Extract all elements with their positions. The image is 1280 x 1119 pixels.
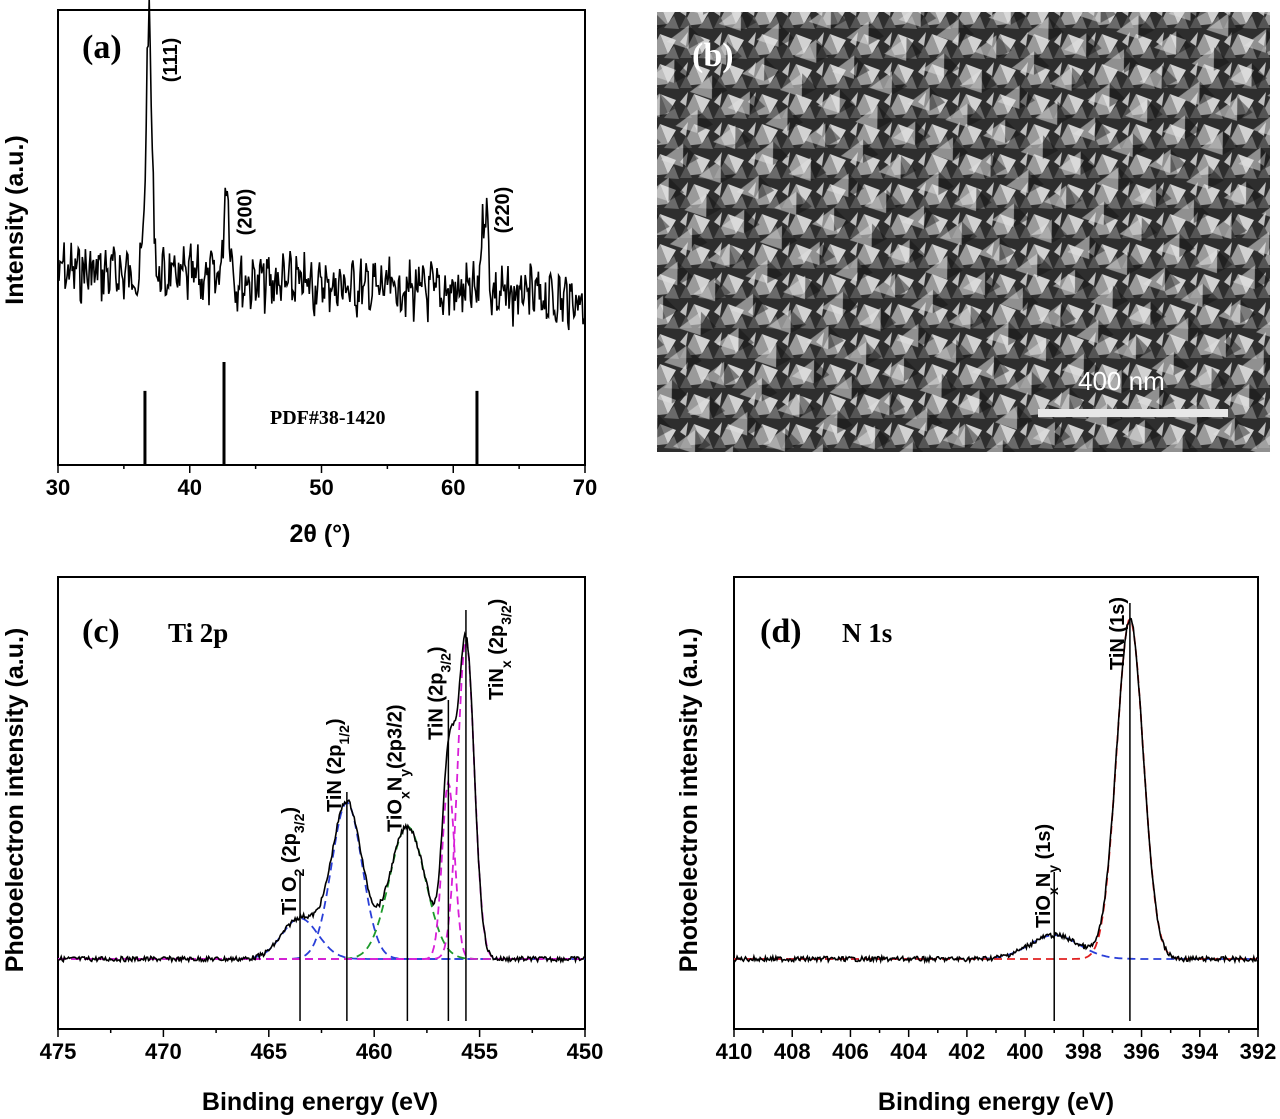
panel-c-peak-markers: Ti O2 (2p3/2) TiN (2p1/2) TiOxNy(2p3/2) TiN…: [279, 599, 514, 1021]
peak-component-label: TiN (1s): [1107, 597, 1129, 670]
panel-d-spectrum-trace: [733, 617, 1259, 965]
panel-c-label: (c): [82, 613, 120, 650]
panel-d-x-ticks: 410 408 406 404 402 400 398 396 394 392: [716, 1029, 1277, 1064]
panel-d-label: (d): [760, 613, 802, 650]
fit-curve: [58, 779, 585, 960]
panel-b-label: (b): [692, 37, 734, 74]
panel-d-fit-curves: [734, 617, 1258, 960]
panel-b-sem-image: (b) 400 nm: [657, 12, 1270, 452]
d-x-tick-label: 408: [774, 1039, 811, 1064]
panel-a-x-axis-title: 2θ (°): [289, 520, 350, 548]
peak-label: (220): [492, 187, 514, 234]
c-x-tick-label: 475: [40, 1039, 77, 1064]
d-x-tick-label: 404: [890, 1039, 927, 1064]
a-x-tick-label: 50: [309, 475, 333, 500]
a-x-tick-label: 40: [178, 475, 202, 500]
peak-component-label: TiN (2p1/2): [324, 718, 352, 812]
d-x-tick-label: 402: [949, 1039, 986, 1064]
panel-d-frame: [733, 576, 1259, 1030]
panel-a-reference-label: PDF#38-1420: [270, 407, 386, 429]
d-x-tick-label: 394: [1181, 1039, 1218, 1064]
panel-d-y-axis-title: Photoelectron intensity (a.u.): [675, 628, 703, 972]
peak-label: (200): [235, 189, 257, 236]
peak-component-label: TiOxNy(2p3/2): [384, 705, 412, 832]
panel-d-subtitle: N 1s: [842, 618, 892, 648]
panel-c-x-axis-title: Binding energy (eV): [202, 1088, 438, 1116]
fit-curve: [58, 917, 585, 960]
a-x-tick-label: 60: [441, 475, 465, 500]
panel-a-label: (a): [82, 29, 122, 66]
fit-curve: [734, 617, 1258, 960]
panel-d-x-axis-title: Binding energy (eV): [878, 1088, 1114, 1116]
d-x-tick-label: 398: [1065, 1039, 1102, 1064]
panel-a-x-ticks: 30 40 50 60 70: [46, 465, 597, 500]
a-x-tick-label: 30: [46, 475, 70, 500]
fit-curve: [58, 801, 585, 960]
d-x-tick-label: 410: [716, 1039, 753, 1064]
scale-bar-text: 400 nm: [1078, 366, 1165, 396]
panel-d-peak-markers: TiOxNy (1s) TiN (1s): [1033, 597, 1131, 1021]
panel-a-peak-labels: (111) (200) (220): [160, 38, 514, 236]
peak-component-label: TiOxNy (1s): [1033, 824, 1061, 928]
c-x-tick-label: 455: [461, 1039, 498, 1064]
panel-a-frame: [57, 9, 586, 466]
d-x-tick-label: 392: [1240, 1039, 1277, 1064]
a-x-tick-label: 70: [573, 475, 597, 500]
panel-a-xrd: 30 40 50 60 70 (111) (200) (220) (a) PDF#38-14…: [1, 0, 597, 548]
panel-a-reference-bars: [143, 362, 479, 465]
panel-c-spectrum-trace: [57, 631, 586, 965]
scale-bar: [1038, 409, 1228, 417]
d-x-tick-label: 406: [832, 1039, 869, 1064]
c-x-tick-label: 465: [250, 1039, 287, 1064]
sem-texture-overlay: [657, 12, 1270, 452]
panel-a-y-axis-title: Intensity (a.u.): [1, 135, 29, 304]
panel-c-y-axis-title: Photoelectron intensity (a.u.): [1, 628, 29, 972]
peak-component-label: Ti O2 (2p3/2): [279, 807, 307, 915]
panel-d-n1s: 410 408 406 404 402 400 398 396 394 392 TiOxNy (1…: [675, 576, 1277, 1116]
panel-c-ti2p: 475 470 465 460 455 450 Ti O2 (2p3/2) TiN (2p1…: [1, 576, 604, 1116]
peak-component-label: TiN (2p3/2): [425, 646, 453, 740]
c-x-tick-label: 470: [145, 1039, 182, 1064]
d-x-tick-label: 400: [1007, 1039, 1044, 1064]
d-x-tick-label: 396: [1123, 1039, 1160, 1064]
panel-c-subtitle: Ti 2p: [168, 618, 228, 648]
fit-curve: [734, 934, 1258, 960]
peak-component-label: TiNx (2p3/2): [486, 599, 514, 700]
c-x-tick-label: 450: [567, 1039, 604, 1064]
peak-label: (111): [160, 38, 182, 82]
panel-a-xrd-trace: [57, 0, 586, 331]
c-x-tick-label: 460: [356, 1039, 393, 1064]
panel-c-x-ticks: 475 470 465 460 455 450: [40, 1029, 604, 1064]
fit-curve: [58, 636, 585, 960]
